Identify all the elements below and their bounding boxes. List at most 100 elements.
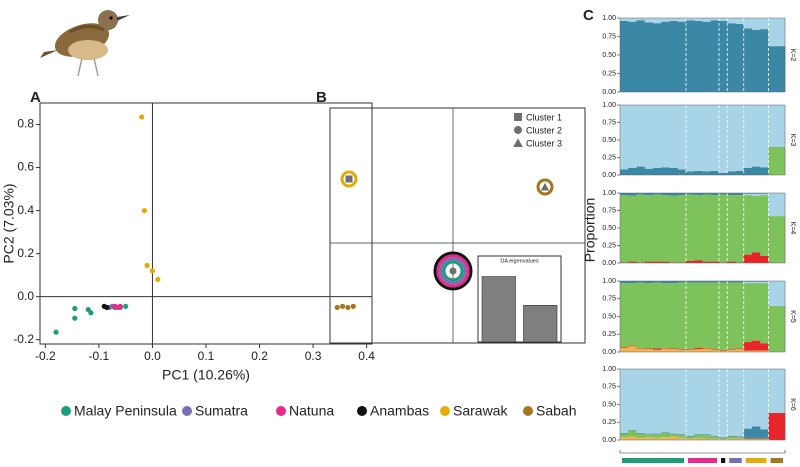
stack-segment [743, 281, 753, 284]
y-tick-label: 0.25 [602, 331, 616, 338]
population-ring [536, 178, 554, 196]
stack-segment [677, 281, 687, 283]
stack-segment [620, 262, 629, 263]
stack-segment [760, 369, 769, 430]
stack-segment [661, 437, 670, 440]
legend-swatch [514, 113, 522, 121]
stack-segment [760, 343, 769, 351]
stack-segment [620, 437, 629, 440]
stack-segment [735, 193, 745, 196]
population-ring [340, 170, 358, 188]
stack-segment [702, 194, 712, 262]
stack-segment [743, 193, 753, 194]
stack-segment [752, 18, 761, 30]
x-tick-label: 0.4 [358, 349, 375, 363]
stack-segment [752, 350, 761, 352]
data-point [350, 303, 356, 309]
stack-segment [669, 369, 679, 434]
stack-segment [669, 434, 679, 437]
y-tick-label: 0.00 [602, 260, 616, 267]
stack-segment [653, 193, 662, 195]
stack-segment [760, 105, 769, 168]
stack-segment [752, 281, 761, 284]
stack-segment [776, 105, 786, 147]
stack-segment [710, 438, 720, 440]
stack-segment [743, 195, 753, 255]
data-point [53, 329, 59, 335]
stack-segment [743, 193, 753, 196]
stack-segment [776, 369, 786, 414]
stack-segment [636, 166, 646, 175]
stack-segment [719, 369, 728, 438]
y-tick-label: 0.50 [602, 225, 616, 232]
stack-segment [702, 438, 712, 440]
stack-segment [752, 369, 761, 427]
stack-segment [743, 342, 753, 351]
stack-segment [620, 432, 629, 434]
stack-segment [653, 194, 662, 262]
legend-label: Natuna [289, 403, 334, 419]
stack-segment [628, 21, 637, 93]
stack-segment [669, 168, 679, 175]
stack-segment [644, 348, 654, 350]
y-tick-label: 0.50 [602, 401, 616, 408]
stack-segment [669, 18, 679, 21]
marker [345, 175, 353, 183]
stack-segment [669, 193, 679, 196]
legend-label: Malay Peninsula [74, 403, 177, 419]
stack-segment [760, 18, 769, 30]
k-label: K=5 [789, 310, 796, 323]
stack-segment [669, 20, 679, 92]
x-tick-label: -0.2 [35, 349, 56, 363]
legend-swatch [440, 406, 450, 416]
stack-segment [752, 426, 761, 438]
stack-segment [620, 18, 629, 21]
stack-segment [661, 193, 670, 196]
stack-segment [768, 105, 778, 147]
stack-segment [727, 18, 736, 24]
k-label: K=4 [789, 222, 796, 235]
stack-segment [636, 433, 646, 438]
x-tick-label: 0.2 [251, 349, 268, 363]
y-tick-label: 0.00 [602, 172, 616, 179]
x-tick-label: 0.3 [305, 349, 322, 363]
stack-segment [677, 105, 687, 170]
stack-segment [727, 369, 736, 436]
stack-segment [686, 105, 695, 172]
stack-segment [661, 283, 670, 348]
inset-title: DA eigenvalues [500, 258, 538, 264]
y-tick-label: 1.00 [602, 366, 616, 373]
stack-segment [719, 437, 728, 438]
stack-segment [669, 433, 679, 435]
stack-segment [735, 369, 745, 437]
y-tick-label: 0.75 [602, 296, 616, 303]
stack-segment [653, 23, 662, 92]
stack-segment [636, 105, 646, 167]
stack-segment [669, 349, 679, 352]
stack-segment [743, 254, 753, 263]
stack-segment [686, 281, 695, 283]
y-tick-label: 0.25 [602, 242, 616, 249]
stack-segment [735, 436, 745, 438]
stack-segment [661, 432, 670, 433]
stack-segment [760, 438, 769, 440]
stack-segment [719, 105, 728, 173]
stack-segment [628, 105, 637, 168]
legend-label: Sabah [536, 403, 576, 419]
stack-segment [677, 437, 687, 440]
stack-segment [653, 282, 662, 349]
stack-segment [727, 349, 736, 350]
y-tick-label: 0.25 [602, 419, 616, 426]
y-tick-label: 0.25 [602, 154, 616, 161]
stack-segment [669, 281, 679, 284]
population-ring [442, 260, 464, 282]
y-tick-label: 0.75 [602, 384, 616, 391]
stack-segment [727, 349, 736, 352]
bar [481, 276, 516, 343]
stack-segment [776, 46, 786, 92]
stack-segment [653, 18, 662, 24]
stack-segment [752, 193, 761, 196]
stack-segment [677, 21, 687, 93]
stack-segment [653, 281, 662, 283]
data-point [155, 276, 161, 283]
